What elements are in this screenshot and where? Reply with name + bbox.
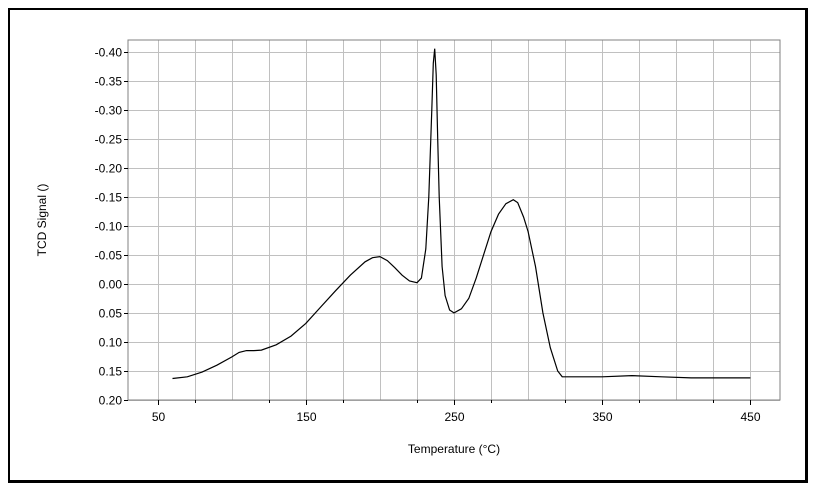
x-tick-label: 50: [152, 410, 166, 424]
y-axis-label: TCD Signal (): [35, 184, 49, 257]
x-tick-label: 450: [740, 410, 760, 424]
y-tick-label: -0.20: [95, 162, 123, 176]
y-tick-label: 0.05: [99, 307, 123, 321]
x-axis-label: Temperature (°C): [408, 442, 500, 456]
chart-frame: [8, 8, 808, 483]
grid: [128, 40, 780, 401]
y-tick-label: 0.15: [99, 365, 123, 379]
y-tick-label: 0.10: [99, 336, 123, 350]
x-tick-label: 350: [592, 410, 612, 424]
y-tick-label: 0.20: [99, 394, 123, 408]
x-tick-label: 250: [444, 410, 464, 424]
series-line: [172, 48, 751, 380]
y-axis: -0.40 -0.35 -0.30 -0.25 -0.20 -0.15 -0.10 -0.05…: [95, 46, 128, 408]
y-tick-label: -0.15: [95, 191, 123, 205]
y-tick-label: -0.25: [95, 133, 123, 147]
x-axis: 50 150 250 350 450: [152, 400, 761, 424]
y-tick-label: -0.05: [95, 249, 123, 263]
x-tick-label: 150: [296, 410, 316, 424]
y-tick-label: -0.40: [95, 46, 123, 60]
y-tick-label: 0.00: [99, 278, 123, 292]
y-tick-label: -0.30: [95, 104, 123, 118]
y-tick-label: -0.35: [95, 75, 123, 89]
y-tick-label: -0.10: [95, 220, 123, 234]
